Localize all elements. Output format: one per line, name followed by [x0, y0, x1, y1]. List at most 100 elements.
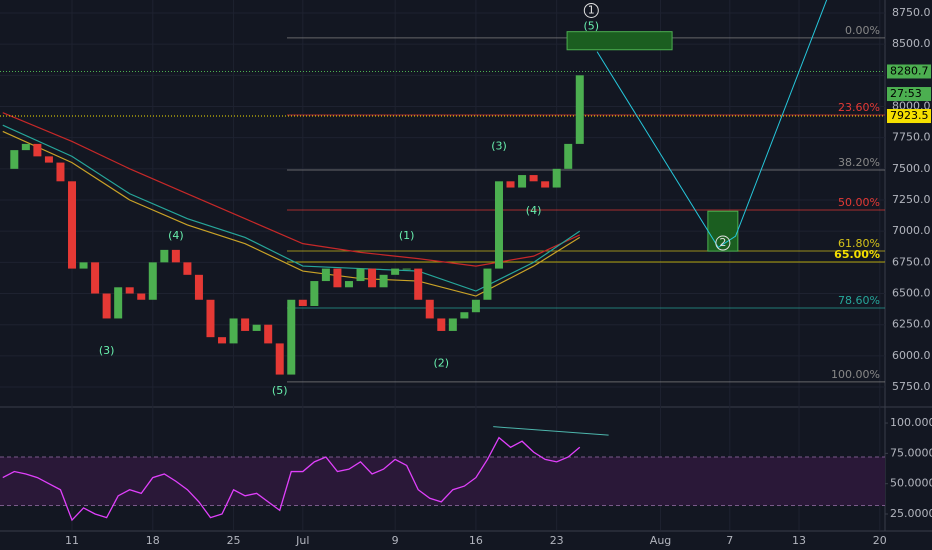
y-tick-label: 8750.0 [892, 6, 931, 19]
fib-label: 0.00% [845, 24, 880, 37]
candle-body [414, 268, 423, 300]
wave-label: (3) [99, 344, 115, 357]
x-tick-label: 23 [550, 534, 564, 547]
x-tick-label: 11 [65, 534, 79, 547]
x-tick-label: 9 [392, 534, 399, 547]
wave-label: (5) [584, 20, 600, 33]
rsi-line [2, 436, 581, 522]
x-tick-label: 16 [469, 534, 483, 547]
price-tag-label: 8280.7 [890, 64, 929, 77]
rsi-band [0, 456, 885, 506]
wave-label: (1) [399, 229, 415, 242]
x-tick-label: 25 [227, 534, 241, 547]
candle-body [448, 318, 457, 331]
target-zone [566, 31, 673, 51]
wave-label: (3) [491, 139, 507, 152]
candle-body [368, 268, 377, 288]
fib-label: 100.00% [831, 368, 880, 381]
x-tick-label: 7 [726, 534, 733, 547]
y-tick-label: 5750.0 [892, 380, 931, 393]
candle-body [564, 143, 573, 169]
x-tick-label: Jul [295, 534, 309, 547]
candle-body [321, 268, 330, 282]
fib-label: 61.80% [838, 237, 880, 250]
candle-body [287, 299, 296, 375]
candle-body [171, 249, 180, 263]
wave-label: (5) [272, 384, 288, 397]
candle-body [298, 299, 307, 306]
candle-body [91, 262, 100, 294]
y-tick-label: 6250.0 [892, 318, 931, 331]
candle-body [229, 318, 238, 344]
candle-body [333, 268, 342, 288]
wave-label: (4) [168, 229, 184, 242]
rsi-tick-label: 100.0000 [890, 416, 932, 429]
candle-body [437, 318, 446, 331]
candle-body [102, 293, 111, 319]
price-tag [887, 87, 931, 102]
candle-body [218, 337, 227, 344]
candle-body [148, 262, 157, 300]
y-tick-label: 7250.0 [892, 193, 931, 206]
candle-body [310, 281, 319, 306]
price-tag-label: 7923.5 [890, 109, 929, 122]
candle-body [541, 181, 550, 188]
candle-body [425, 299, 434, 319]
divergence-line [493, 426, 609, 436]
candle-body [241, 318, 250, 331]
projection-line [596, 0, 828, 249]
fib-label: 38.20% [838, 156, 880, 169]
wave-circle [715, 235, 731, 251]
candle-body [529, 175, 538, 182]
wave-circle [583, 2, 599, 18]
y-tick-label: 7750.0 [892, 131, 931, 144]
candle-body [21, 143, 30, 151]
y-tick-label: 6000.0 [892, 349, 931, 362]
y-tick-label: 6500.0 [892, 287, 931, 300]
y-tick-label: 8500.0 [892, 37, 931, 50]
candle-body [379, 274, 388, 288]
candle-body [552, 168, 561, 188]
candle-body [264, 324, 273, 344]
x-tick-label: Aug [650, 534, 671, 547]
candle-body [575, 75, 584, 144]
rsi-tick-label: 25.0000 [890, 507, 932, 520]
wave-label: 2 [719, 236, 726, 249]
candle-body [160, 249, 169, 263]
candle-body [391, 268, 400, 275]
candle-body [33, 143, 42, 157]
fib-label: 23.60% [838, 101, 880, 114]
price-tag [887, 64, 931, 79]
candle-body [68, 181, 77, 269]
y-tick-label: 7000.0 [892, 224, 931, 237]
candle-body [206, 299, 215, 338]
candle-body [125, 287, 134, 294]
fib-label: 78.60% [838, 294, 880, 307]
candle-body [344, 281, 353, 288]
candle-body [10, 150, 19, 169]
x-tick-label: 18 [146, 534, 160, 547]
candle-body [79, 262, 88, 269]
candle-body [483, 268, 492, 300]
y-tick-label: 7500.0 [892, 162, 931, 175]
candle-body [194, 274, 203, 300]
y-tick-label: 6750.0 [892, 255, 931, 268]
fib-label: 50.00% [838, 196, 880, 209]
candle-body [460, 312, 469, 319]
candle-body [518, 175, 527, 188]
candle-body [114, 287, 123, 319]
candle-body [56, 162, 65, 182]
candle-body [402, 268, 411, 270]
candle-body [471, 299, 480, 313]
candle-body [252, 324, 261, 331]
candle-body [506, 181, 515, 188]
moving-average [2, 130, 581, 297]
candle-body [44, 156, 53, 163]
wave-label: 1 [588, 3, 595, 16]
candle-body [137, 293, 146, 300]
price-tag [887, 109, 931, 124]
x-tick-label: 13 [792, 534, 806, 547]
candle-body [275, 343, 284, 375]
fib-label: 65.00% [834, 248, 880, 261]
